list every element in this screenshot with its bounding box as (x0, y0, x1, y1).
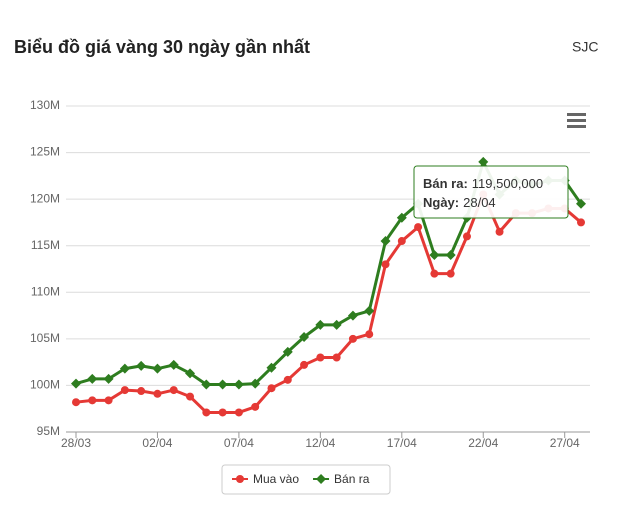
series-marker (445, 250, 456, 261)
brand-label: SJC (572, 39, 598, 55)
series-marker (332, 353, 341, 362)
series-marker (169, 386, 178, 395)
series-marker (478, 156, 489, 167)
x-tick-label: 12/04 (305, 436, 335, 450)
y-tick-label: 130M (30, 98, 60, 112)
y-tick-label: 110M (31, 284, 60, 298)
series-marker (396, 212, 407, 223)
series-marker (71, 378, 81, 389)
series-marker (217, 379, 228, 390)
tooltip-line: Ngày: 28/04 (423, 195, 496, 210)
legend-item[interactable]: Bán ra (313, 472, 370, 486)
series-marker (152, 363, 163, 374)
x-tick-label: 07/04 (224, 436, 254, 450)
legend-label: Bán ra (334, 472, 370, 486)
series-marker (234, 408, 243, 417)
series-marker (462, 232, 471, 241)
series-marker (87, 373, 98, 384)
menu-bar (567, 125, 586, 128)
series-marker (347, 310, 358, 321)
series-marker (266, 362, 277, 373)
series-marker (315, 319, 326, 330)
series-marker (201, 379, 212, 390)
y-tick-label: 95M (37, 424, 60, 438)
tooltip-label: Bán ra: (423, 176, 468, 191)
series-marker (446, 269, 455, 278)
tooltip-line: Bán ra: 119,500,000 (423, 176, 543, 191)
x-tick-label: 02/04 (142, 436, 172, 450)
series-marker (120, 386, 129, 395)
menu-bar (567, 113, 586, 116)
series-marker (300, 360, 309, 369)
tooltip-label: Ngày: (423, 195, 459, 210)
legend-swatch-marker (316, 474, 327, 484)
tooltip-value: 28/04 (463, 195, 496, 210)
legend: Mua vào Bán ra (221, 464, 391, 495)
series-marker (251, 402, 260, 411)
series-marker (72, 398, 80, 407)
series-marker (168, 359, 179, 370)
x-tick-label: 17/04 (387, 436, 417, 450)
series-marker (576, 198, 586, 209)
series-marker (316, 353, 325, 362)
y-tick-label: 115M (31, 238, 60, 252)
series-marker (299, 331, 310, 342)
series-line (75, 192, 582, 414)
series-marker (218, 408, 227, 417)
series-marker (380, 236, 391, 247)
tooltip-value: 119,500,000 (472, 176, 543, 191)
series-marker (250, 378, 261, 389)
series-marker (397, 237, 406, 246)
tooltip-box (413, 165, 569, 219)
x-tick-label: 27/04 (550, 436, 580, 450)
series-marker (365, 330, 374, 339)
chart-title: Biểu đồ giá vàng 30 ngày gần nhất (14, 37, 310, 57)
menu-bar (567, 119, 586, 122)
series-marker (282, 346, 293, 357)
series-marker (233, 379, 244, 390)
series-marker (283, 375, 292, 384)
series-marker (495, 227, 504, 236)
series-marker (137, 387, 146, 396)
y-tick-label: 105M (30, 331, 60, 345)
series-marker (88, 396, 97, 405)
y-tick-label: 100M (30, 378, 60, 392)
series-marker (430, 269, 439, 278)
series-marker (381, 260, 390, 269)
tooltip: Bán ra: 119,500,000 Ngày: 28/04 (413, 165, 569, 219)
series-marker (267, 384, 276, 393)
series-marker (186, 392, 195, 401)
x-tick-label: 22/04 (468, 436, 498, 450)
y-tick-label: 125M (30, 145, 60, 159)
series-marker (136, 360, 147, 371)
series-marker (577, 218, 585, 227)
series-marker (348, 334, 357, 343)
series-marker (119, 363, 130, 374)
legend-box (221, 464, 391, 495)
legend-swatch-marker (236, 475, 244, 483)
series-marker (414, 223, 423, 232)
series-marker (104, 396, 113, 405)
x-tick-label: 28/03 (61, 436, 91, 450)
series-marker (202, 408, 211, 417)
series-marker (185, 368, 196, 379)
menu-icon[interactable] (567, 113, 586, 128)
series-marker (364, 305, 375, 316)
series-marker (331, 319, 342, 330)
legend-item[interactable]: Mua vào (232, 472, 299, 486)
legend-label: Mua vào (253, 472, 299, 486)
series-marker (153, 389, 162, 398)
y-tick-label: 120M (30, 191, 60, 205)
series-marker (103, 373, 114, 384)
series-marker (429, 250, 440, 261)
